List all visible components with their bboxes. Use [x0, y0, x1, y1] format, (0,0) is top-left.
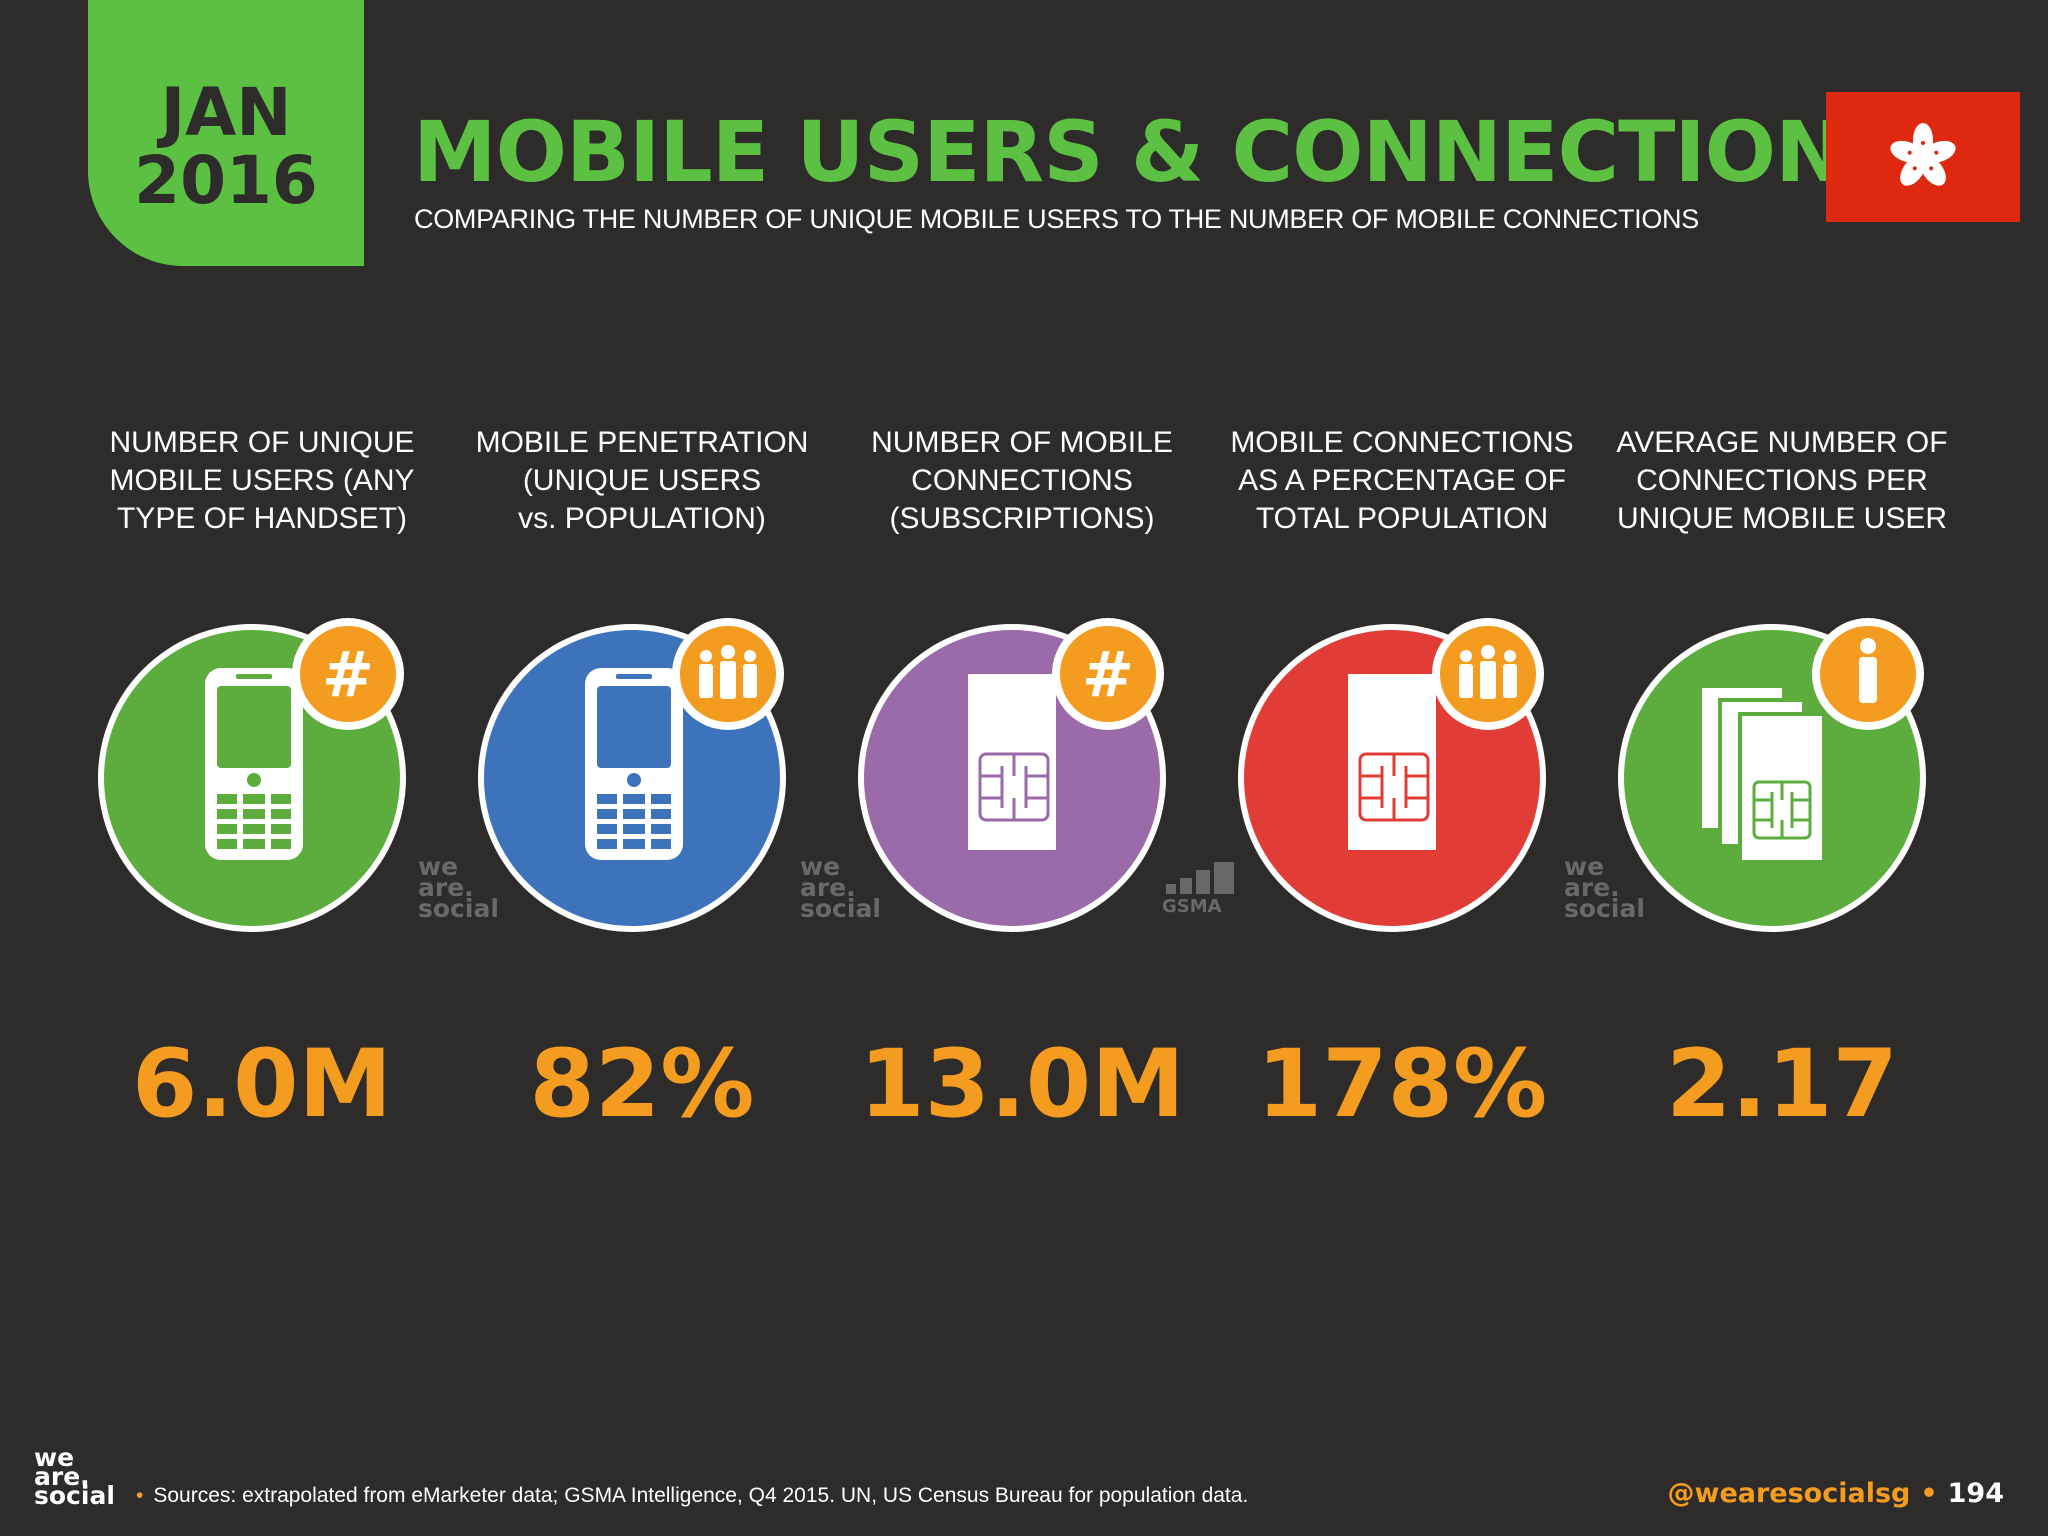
page-number: 194: [1947, 1478, 2004, 1509]
mobile-phone-icon: [478, 618, 786, 932]
wearesocial-logo: we are. social: [34, 1443, 115, 1510]
hash-icon: #: [292, 618, 404, 730]
stat-mobile-penetration: MOBILE PENETRATION (UNIQUE USERS vs. POP…: [452, 0, 832, 1536]
date-tab: JAN 2016: [88, 0, 364, 266]
bullet: •: [136, 1484, 144, 1507]
stat-label: NUMBER OF UNIQUE MOBILE USERS (ANY TYPE …: [109, 426, 415, 535]
person-icon: [1812, 618, 1924, 730]
sources-note: • Sources: extrapolated from eMarketer da…: [136, 1484, 1248, 1508]
twitter-handle: @wearesocialsg: [1667, 1478, 1911, 1509]
page-subtitle: COMPARING THE NUMBER OF UNIQUE MOBILE US…: [414, 204, 1699, 234]
stat-mobile-connections: NUMBER OF MOBILE CONNECTIONS (SUBSCRIPTI…: [832, 0, 1212, 1536]
people-icon: [1432, 618, 1544, 730]
stat-unique-mobile-users: NUMBER OF UNIQUE MOBILE USERS (ANY TYPE …: [72, 0, 452, 1536]
svg-text:GSMA: GSMA: [1162, 896, 1222, 914]
stat-label: AVERAGE NUMBER OF CONNECTIONS PER UNIQUE…: [1616, 426, 1948, 535]
stat-label: MOBILE PENETRATION (UNIQUE USERS vs. POP…: [475, 426, 809, 535]
sources-text: Sources: extrapolated from eMarketer dat…: [153, 1484, 1249, 1507]
sim-card-icon: [1238, 618, 1546, 932]
svg-text:#: #: [1082, 638, 1134, 711]
stat-value: 2.17: [1666, 1030, 1898, 1139]
stat-connections-per-user: AVERAGE NUMBER OF CONNECTIONS PER UNIQUE…: [1592, 0, 1972, 1536]
stat-value: 82%: [529, 1030, 755, 1139]
wearesocial-watermark: we are. social: [1564, 852, 1645, 923]
stat-connections-percentage: MOBILE CONNECTIONS AS A PERCENTAGE OF TO…: [1212, 0, 1592, 1536]
stat-value: 13.0M: [859, 1030, 1185, 1139]
stat-label: MOBILE CONNECTIONS AS A PERCENTAGE OF TO…: [1230, 426, 1574, 535]
gsma-logo: GSMA: [1162, 862, 1234, 914]
hash-icon: #: [1052, 618, 1164, 730]
stat-label: NUMBER OF MOBILE CONNECTIONS (SUBSCRIPTI…: [871, 426, 1173, 535]
date-month: JAN: [160, 74, 292, 151]
sim-card-icon: #: [858, 618, 1166, 932]
wearesocial-watermark: we are. social: [800, 852, 881, 923]
hong-kong-flag-icon: [1826, 92, 2020, 222]
stat-value: 6.0M: [131, 1030, 393, 1139]
sim-cards-stack-icon: [1618, 618, 1926, 932]
stat-value: 178%: [1256, 1030, 1548, 1139]
bullet: •: [1920, 1478, 1938, 1509]
wearesocial-watermark: we are. social: [418, 852, 499, 923]
mobile-phone-icon: #: [98, 618, 406, 932]
date-year: 2016: [134, 142, 318, 219]
footer-handle: @wearesocialsg • 194: [1668, 1478, 2005, 1509]
svg-text:#: #: [322, 638, 374, 711]
page-title: MOBILE USERS & CONNECTIONS: [413, 103, 1905, 201]
people-icon: [672, 618, 784, 730]
